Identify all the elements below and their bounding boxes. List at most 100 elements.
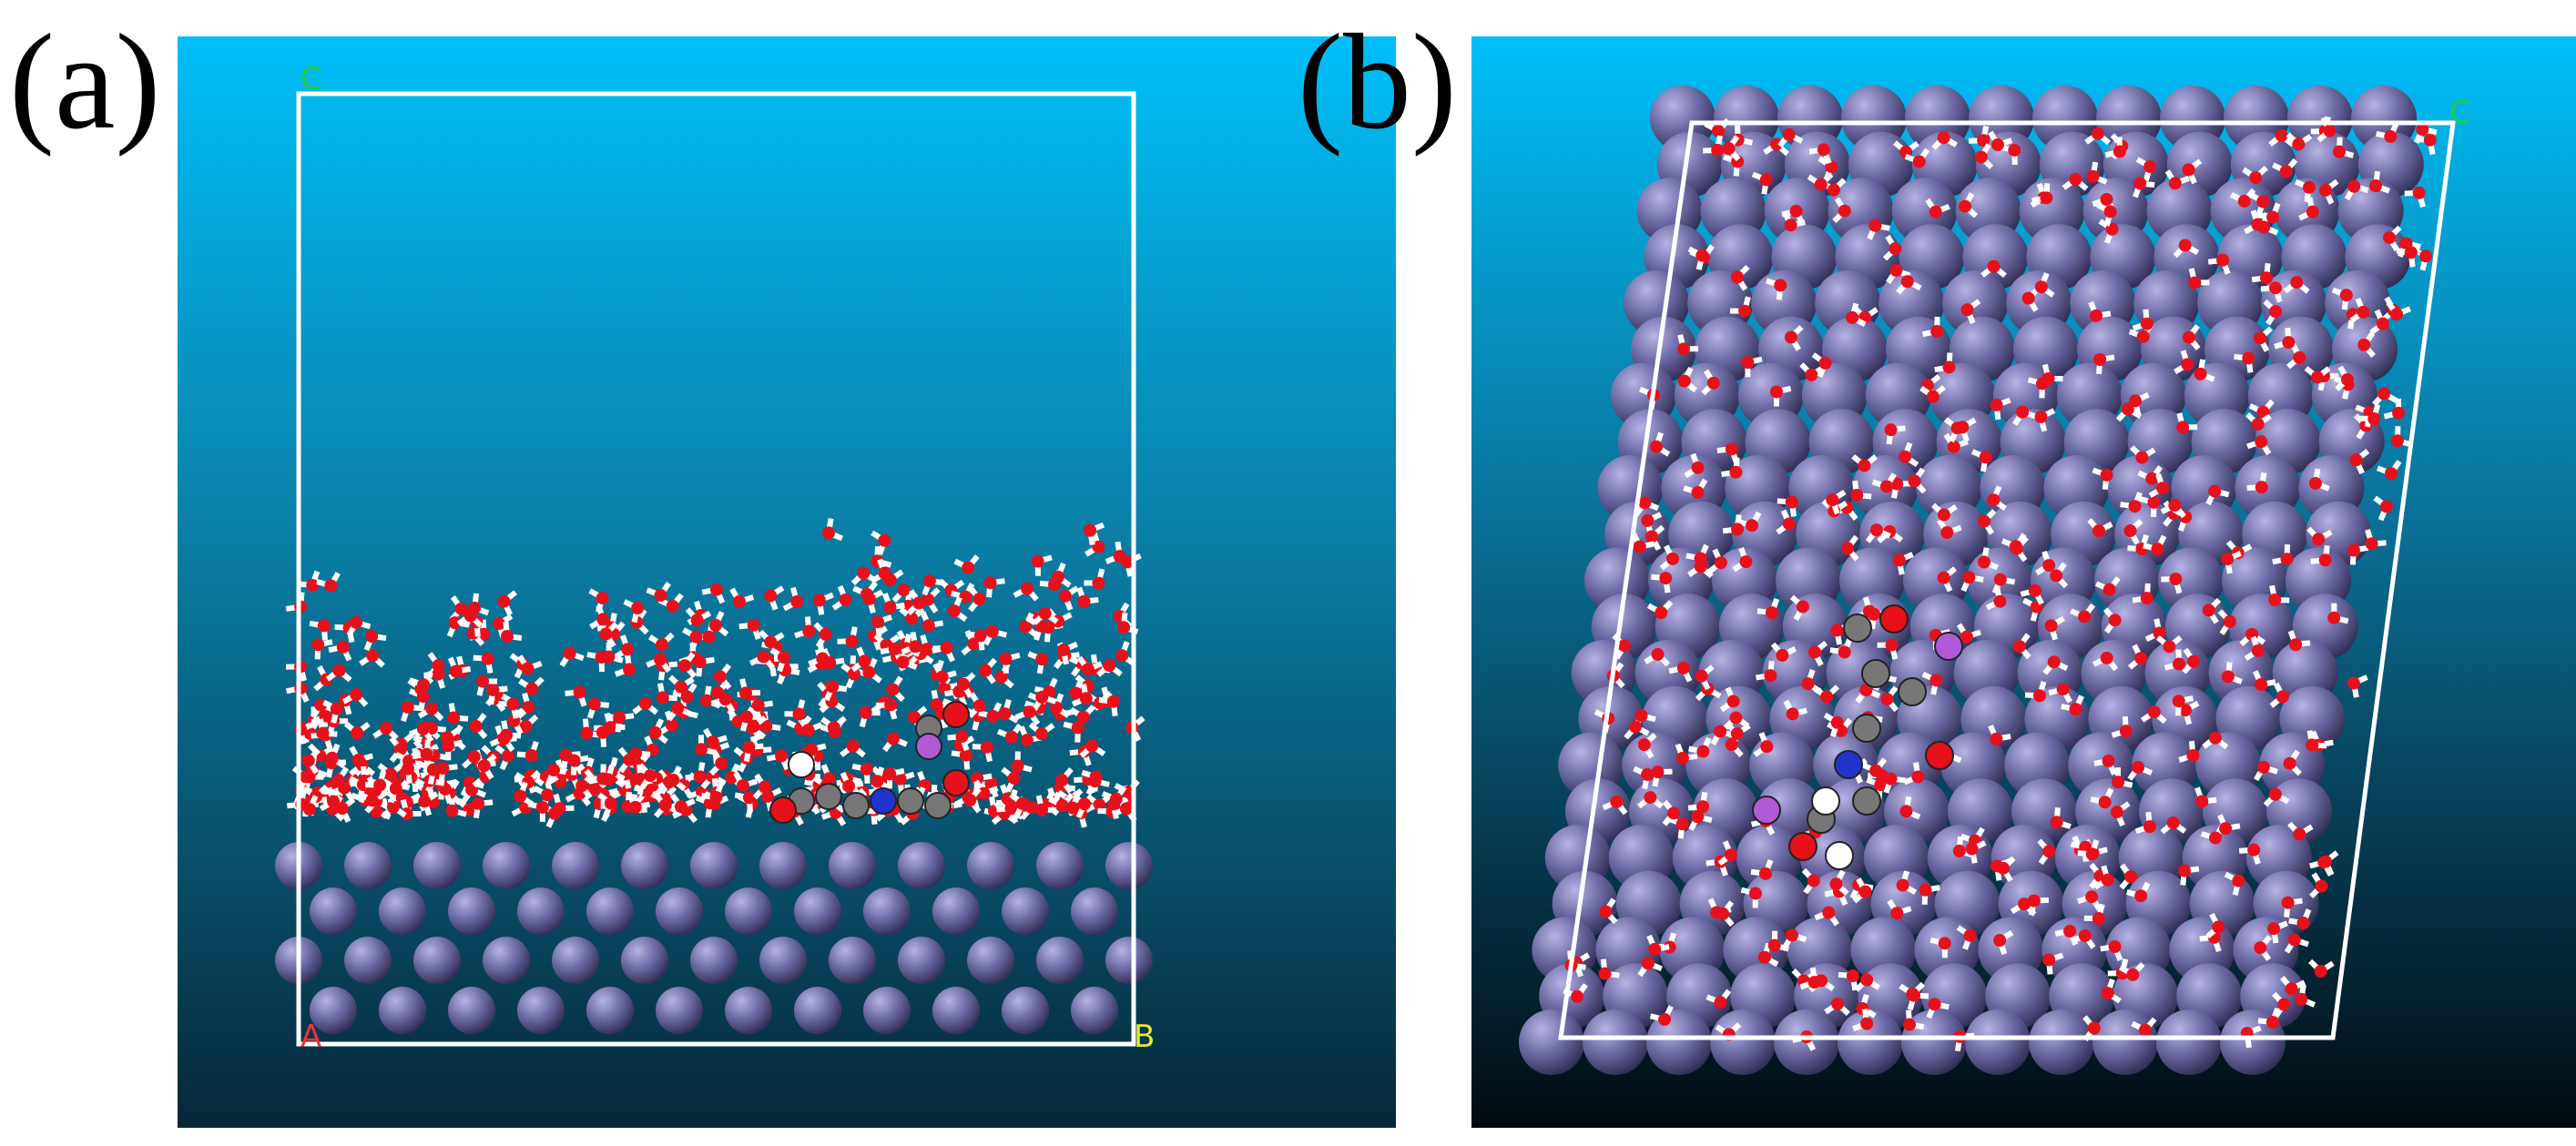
- solute-atom: [1852, 714, 1881, 743]
- water-oxygen: [330, 702, 343, 715]
- water-oxygen: [336, 640, 350, 654]
- water-oxygen: [2318, 553, 2332, 567]
- water-oxygen: [1830, 715, 1844, 729]
- water-oxygen: [2323, 124, 2337, 137]
- water-oxygen: [2221, 553, 2235, 566]
- water-oxygen: [702, 630, 716, 644]
- water-oxygen: [1004, 730, 1018, 744]
- water-oxygen: [1049, 701, 1063, 715]
- metal-atom: [829, 937, 876, 984]
- water-oxygen: [416, 722, 430, 735]
- metal-atom: [1071, 987, 1118, 1034]
- water-oxygen: [893, 772, 907, 786]
- water-oxygen: [332, 664, 346, 677]
- water-oxygen: [1929, 205, 1942, 218]
- water-oxygen: [596, 613, 610, 626]
- water-oxygen: [1081, 663, 1095, 676]
- water-oxygen: [2102, 755, 2115, 767]
- water-oxygen: [442, 739, 455, 753]
- water-oxygen: [2194, 367, 2207, 380]
- water-oxygen: [448, 616, 462, 630]
- water-oxygen: [311, 638, 325, 652]
- water-oxygen: [1695, 669, 1708, 683]
- water-oxygen: [1774, 279, 1787, 292]
- water-oxygen: [1645, 530, 1659, 543]
- water-oxygen: [777, 651, 790, 664]
- water-oxygen: [2172, 695, 2185, 708]
- water-oxygen: [2312, 532, 2326, 546]
- water-oxygen: [1076, 710, 1090, 724]
- water-oxygen: [2103, 583, 2116, 596]
- metal-atom: [1646, 1009, 1712, 1075]
- metal-atom: [586, 887, 634, 935]
- water-oxygen: [1868, 218, 1882, 232]
- water-oxygen: [1695, 248, 1709, 262]
- metal-atom: [1002, 887, 1049, 935]
- metal-atom: [1710, 1009, 1776, 1075]
- water-oxygen: [2085, 890, 2099, 904]
- water-oxygen: [2085, 847, 2099, 861]
- water-oxygen: [2255, 678, 2268, 692]
- water-oxygen: [1714, 996, 1727, 1009]
- water-oxygen: [2016, 405, 2030, 419]
- water-oxygen: [1079, 692, 1093, 705]
- water-oxygen: [1767, 938, 1781, 952]
- water-oxygen: [2177, 864, 2191, 877]
- water-oxygen: [1117, 621, 1131, 634]
- water-oxygen: [631, 602, 645, 615]
- water-oxygen: [1963, 928, 1977, 942]
- water-oxygen: [1786, 928, 1799, 942]
- water-oxygen: [2347, 179, 2361, 193]
- water-oxygen: [847, 667, 860, 681]
- water-oxygen: [2169, 573, 2183, 586]
- water-oxygen: [822, 526, 836, 540]
- water-oxygen: [2390, 434, 2404, 448]
- water-oxygen: [2147, 705, 2161, 719]
- water-oxygen: [857, 566, 871, 580]
- water-oxygen: [2255, 435, 2268, 449]
- water-oxygen: [2247, 843, 2261, 857]
- solute-atom: [1879, 604, 1909, 634]
- water-oxygen: [1937, 571, 1950, 584]
- water-oxygen: [1677, 342, 1691, 356]
- water-oxygen: [1896, 878, 1909, 892]
- water-oxygen: [678, 659, 692, 673]
- water-oxygen: [736, 779, 749, 793]
- water-oxygen: [2306, 205, 2319, 218]
- water-oxygen: [463, 609, 477, 623]
- solute-atom: [870, 787, 897, 815]
- metal-atom: [483, 937, 530, 984]
- water-oxygen: [790, 595, 804, 609]
- water-oxygen: [2178, 704, 2192, 717]
- water-oxygen: [2332, 145, 2346, 158]
- panel-label: (a): [9, 6, 160, 157]
- water-oxygen: [2367, 412, 2381, 426]
- water-oxygen: [2123, 524, 2137, 538]
- water-oxygen: [1731, 270, 1745, 284]
- water-oxygen: [2143, 159, 2157, 173]
- water-oxygen: [2257, 220, 2271, 234]
- water-oxygen: [2392, 406, 2406, 420]
- water-oxygen: [2042, 953, 2056, 967]
- water-oxygen: [2195, 795, 2209, 808]
- water-oxygen: [2113, 145, 2126, 158]
- water-oxygen: [2186, 748, 2200, 762]
- water-oxygen: [299, 770, 312, 784]
- water-oxygen: [1093, 798, 1106, 812]
- water-oxygen: [1930, 324, 1944, 338]
- metal-atom: [413, 937, 461, 984]
- water-oxygen: [2276, 690, 2289, 704]
- water-oxygen: [1716, 907, 1730, 920]
- water-oxygen: [2256, 195, 2270, 208]
- water-oxygen: [1826, 493, 1839, 507]
- water-oxygen: [883, 601, 897, 614]
- water-oxygen: [2269, 281, 2283, 295]
- water-oxygen: [454, 602, 468, 615]
- water-oxygen: [1691, 810, 1705, 824]
- water-oxygen: [1599, 905, 1613, 918]
- water-oxygen: [1598, 967, 1612, 980]
- metal-atom: [829, 842, 876, 889]
- metal-atom: [967, 842, 1014, 889]
- water-oxygen: [1838, 645, 1851, 659]
- water-oxygen: [671, 702, 685, 715]
